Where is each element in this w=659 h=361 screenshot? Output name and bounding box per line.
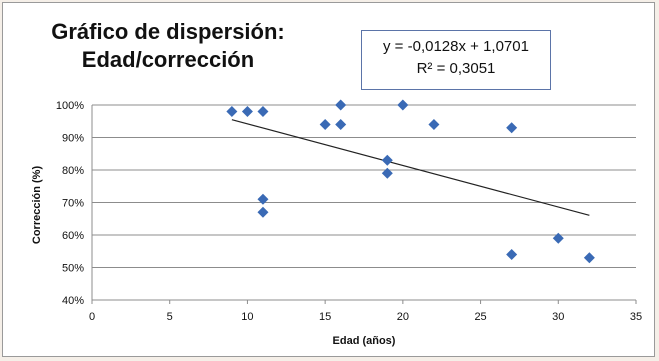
data-points [226,99,595,264]
chart-title-line-2: Edad/corrección [81,47,255,72]
trendline-layer [231,119,590,216]
data-point [241,106,253,117]
y-tick-label: 40% [62,295,84,307]
y-axis-label: Corrección (%) [31,166,43,245]
data-point [257,206,269,218]
y-tick-labels: 40% 50% 60% 70% 80% 90% 100% [56,100,84,307]
x-tick-label: 30 [552,311,564,323]
data-point [257,193,269,205]
chart-title: Gráfico de dispersión: Edad/corrección [18,18,318,74]
data-point [397,99,409,111]
data-point [506,122,518,134]
x-tick-label: 35 [630,311,642,323]
data-point [552,232,564,244]
data-point [257,106,269,117]
grid-lines [92,104,636,268]
x-tick-labels: 0 5 10 15 20 25 30 35 [89,311,642,323]
x-tick-label: 20 [397,311,409,323]
data-point [506,249,518,260]
x-tick-label: 5 [167,311,173,323]
axes [91,105,637,304]
data-point [381,167,393,179]
x-tick-label: 15 [319,311,331,323]
y-tick-label: 100% [56,100,84,112]
data-point [583,252,595,264]
x-axis-label: Edad (años) [333,335,396,347]
trendline-r-squared: R² = 0,3051 [416,60,496,77]
y-tick-label: 70% [62,198,84,210]
chart-title-line-1: Gráfico de dispersión: [51,19,285,44]
y-tick-label: 60% [62,230,84,242]
data-point [428,119,440,130]
trendline-equation: y = -0,0128x + 1,0701 [383,38,529,55]
y-tick-label: 90% [62,133,84,145]
x-tick-label: 0 [89,311,95,323]
data-point [319,119,331,130]
x-tick-label: 25 [474,311,486,323]
trendline [231,119,590,216]
data-point [335,99,347,111]
x-tick-label: 10 [241,311,253,323]
y-tick-label: 50% [62,263,84,275]
y-tick-label: 80% [62,165,84,177]
data-point [381,154,393,166]
trendline-equation-box: y = -0,0128x + 1,0701 R² = 0,3051 [361,30,551,90]
data-point [226,106,238,117]
data-point [335,119,347,130]
